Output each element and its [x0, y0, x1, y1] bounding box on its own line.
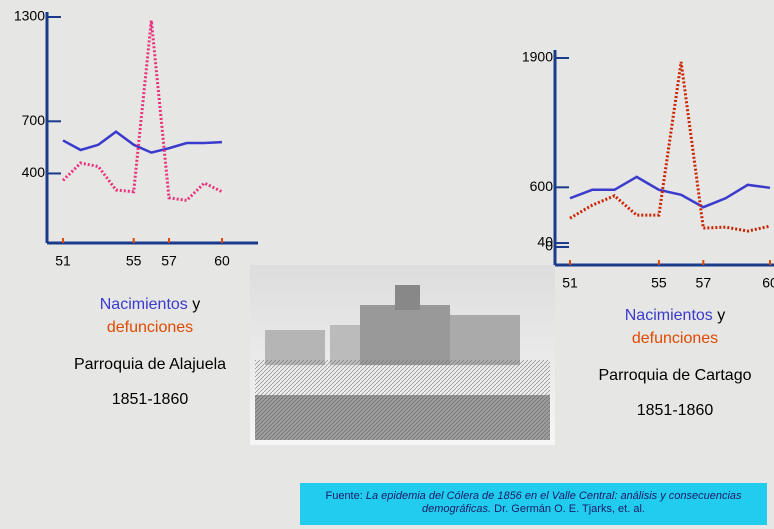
- series-line: [569, 175, 771, 209]
- legend-entry: defunciones: [106, 319, 194, 336]
- source-authors: Dr. Germán O. E. Tjarks, et. al.: [494, 503, 645, 515]
- legend-entry: defunciones: [631, 330, 719, 347]
- legend-entry: Nacimientos: [624, 307, 713, 324]
- period: 1851-1860: [636, 402, 714, 419]
- subtitle: Parroquia de Alajuela: [73, 356, 227, 373]
- series-line: [61, 20, 223, 203]
- y-tick-label: 700: [22, 112, 46, 128]
- x-tick-label: 60: [214, 253, 230, 269]
- legend: Nacimientos y: [575, 304, 774, 327]
- x-tick-label: 57: [161, 253, 177, 269]
- x-tick-label: 55: [126, 253, 142, 269]
- y-tick-label: 400: [22, 164, 46, 180]
- series-line: [569, 61, 771, 233]
- engraving: [250, 265, 555, 445]
- y-tick-label: 0: [545, 238, 553, 254]
- subtitle: Parroquia de Cartago: [598, 367, 752, 384]
- legend-joiner: y: [192, 296, 201, 313]
- legend: Nacimientos y: [50, 293, 250, 316]
- series-line: [62, 130, 223, 154]
- x-tick-label: 60: [762, 275, 774, 291]
- caption-left: Nacimientos y defunciones Parroquia de A…: [50, 293, 250, 411]
- caption-right: Nacimientos y defunciones Parroquia de C…: [575, 304, 774, 422]
- legend-joiner: y: [717, 307, 726, 324]
- x-tick-label: 51: [55, 253, 71, 269]
- source-title: La epidemia del Cólera de 1856 en el Val…: [365, 490, 742, 515]
- x-tick-label: 51: [562, 275, 578, 291]
- source-label: Fuente:: [325, 490, 363, 502]
- x-tick-label: 57: [696, 275, 712, 291]
- legend-entry: Nacimientos: [99, 296, 188, 313]
- y-tick-label: 40: [537, 234, 553, 250]
- y-tick-label: 1300: [14, 8, 45, 24]
- y-tick-label: 600: [530, 178, 554, 194]
- x-tick-label: 55: [651, 275, 667, 291]
- source-note: Fuente: La epidemia del Cólera de 1856 e…: [300, 483, 767, 525]
- y-tick-label: 1900: [522, 49, 553, 65]
- period: 1851-1860: [111, 391, 189, 408]
